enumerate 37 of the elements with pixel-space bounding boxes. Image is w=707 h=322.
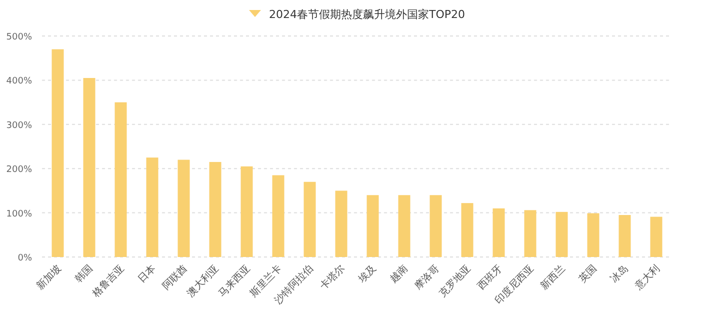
bar (366, 195, 379, 257)
bar (618, 215, 631, 257)
x-tick-label: 韩国 (72, 262, 96, 286)
bar (398, 195, 410, 257)
x-tick-label: 新加坡 (34, 262, 64, 292)
bar (461, 203, 474, 257)
bar (587, 213, 600, 257)
x-tick-label: 英国 (576, 262, 600, 286)
x-tick-label: 越南 (388, 262, 410, 286)
bar (556, 212, 568, 257)
y-tick-label: 100% (6, 209, 32, 220)
y-tick-label: 200% (6, 165, 32, 176)
bar (52, 49, 64, 257)
x-tick-label: 意大利 (632, 262, 662, 294)
x-tick-label: 埃及 (356, 262, 379, 286)
bar (240, 166, 253, 257)
x-tick-label: 日本 (136, 262, 158, 286)
bar (83, 78, 96, 257)
bar (335, 190, 348, 257)
y-tick-label: 400% (6, 76, 32, 87)
bar (650, 216, 662, 257)
y-tick-label: 500% (6, 32, 32, 42)
x-tick-label: 冰岛 (608, 262, 631, 286)
legend-label: 2024春节假期热度飙升境外国家TOP20 (268, 8, 466, 21)
bar (304, 182, 316, 257)
bar (178, 160, 190, 257)
bar (114, 102, 127, 257)
y-tick-label: 0% (18, 254, 32, 264)
bar (146, 158, 158, 257)
x-tick-label: 卡塔尔 (318, 262, 348, 292)
bar (524, 210, 536, 257)
bar (209, 162, 222, 257)
bar (492, 208, 505, 257)
x-tick-label: 新西兰 (538, 262, 568, 292)
y-tick-label: 300% (6, 120, 32, 131)
bar (430, 195, 442, 257)
bar (272, 175, 284, 257)
